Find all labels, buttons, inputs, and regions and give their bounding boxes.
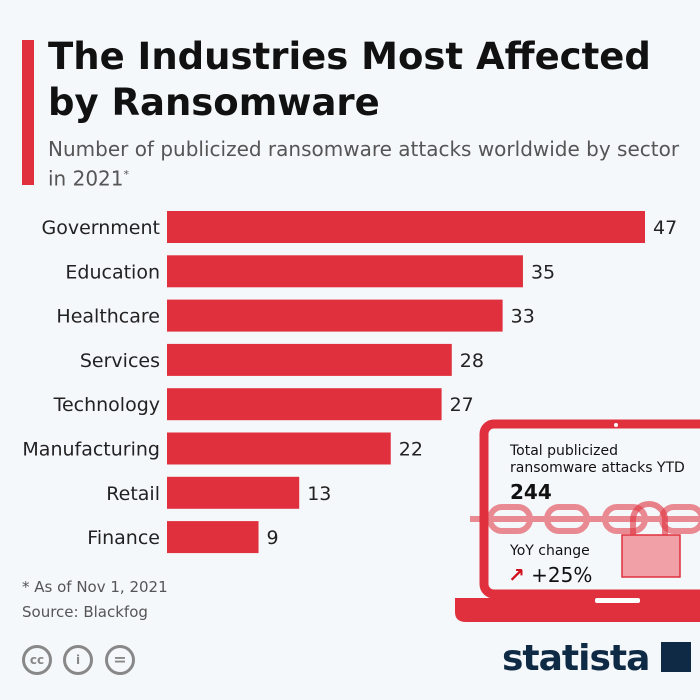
category-label: Services — [80, 350, 160, 372]
footnote: * As of Nov 1, 2021 — [22, 578, 168, 596]
logo-text: statista — [502, 638, 650, 679]
subtitle-text: Number of publicized ransomware attacks … — [48, 137, 680, 191]
callout-total: 244 — [510, 480, 552, 504]
bar-services — [167, 343, 452, 376]
no-derivatives-icon: = — [105, 645, 135, 675]
yoy-value: +25% — [531, 563, 593, 587]
statista-logo[interactable]: statista — [502, 638, 691, 679]
chain-icon — [470, 504, 700, 534]
subtitle-mark: * — [123, 168, 130, 181]
category-label: Government — [42, 217, 161, 239]
value-label: 9 — [267, 527, 279, 549]
value-label: 35 — [531, 261, 555, 283]
arrow-up-right-icon: ↗ — [508, 563, 525, 587]
callout-label: Total publicized ransomware attacks YTD — [510, 443, 685, 476]
category-label: Education — [65, 261, 160, 283]
bar-retail — [167, 476, 300, 509]
value-label: 27 — [450, 394, 474, 416]
chart-subtitle: Number of publicized ransomware attacks … — [48, 137, 700, 192]
value-label: 28 — [460, 350, 484, 372]
padlock-icon — [621, 501, 681, 578]
cc-icon: cc — [22, 645, 52, 675]
bar-education — [167, 255, 523, 288]
yoy-label: YoY change — [510, 543, 590, 559]
bar-manufacturing — [167, 432, 391, 465]
accent-bar — [22, 40, 34, 185]
bar-technology — [167, 388, 442, 421]
category-label: Manufacturing — [22, 439, 160, 461]
laptop-icon — [455, 419, 700, 622]
chart-title: The Industries Most Affected by Ransomwa… — [48, 35, 651, 124]
bar-government — [167, 211, 645, 243]
attribution-icon: i — [63, 645, 93, 675]
category-label: Healthcare — [56, 306, 160, 328]
bar-finance — [167, 521, 259, 554]
bar-healthcare — [167, 299, 503, 332]
value-label: 47 — [653, 217, 677, 239]
statista-mark-icon — [660, 642, 691, 672]
category-label: Technology — [53, 394, 160, 416]
value-label: 22 — [399, 439, 423, 461]
source: Source: Blackfog — [22, 603, 148, 621]
value-label: 33 — [511, 306, 535, 328]
category-label: Retail — [106, 483, 160, 505]
yoy-row: ↗ +25% — [508, 563, 592, 587]
value-label: 13 — [307, 483, 331, 505]
category-label: Finance — [87, 527, 160, 549]
